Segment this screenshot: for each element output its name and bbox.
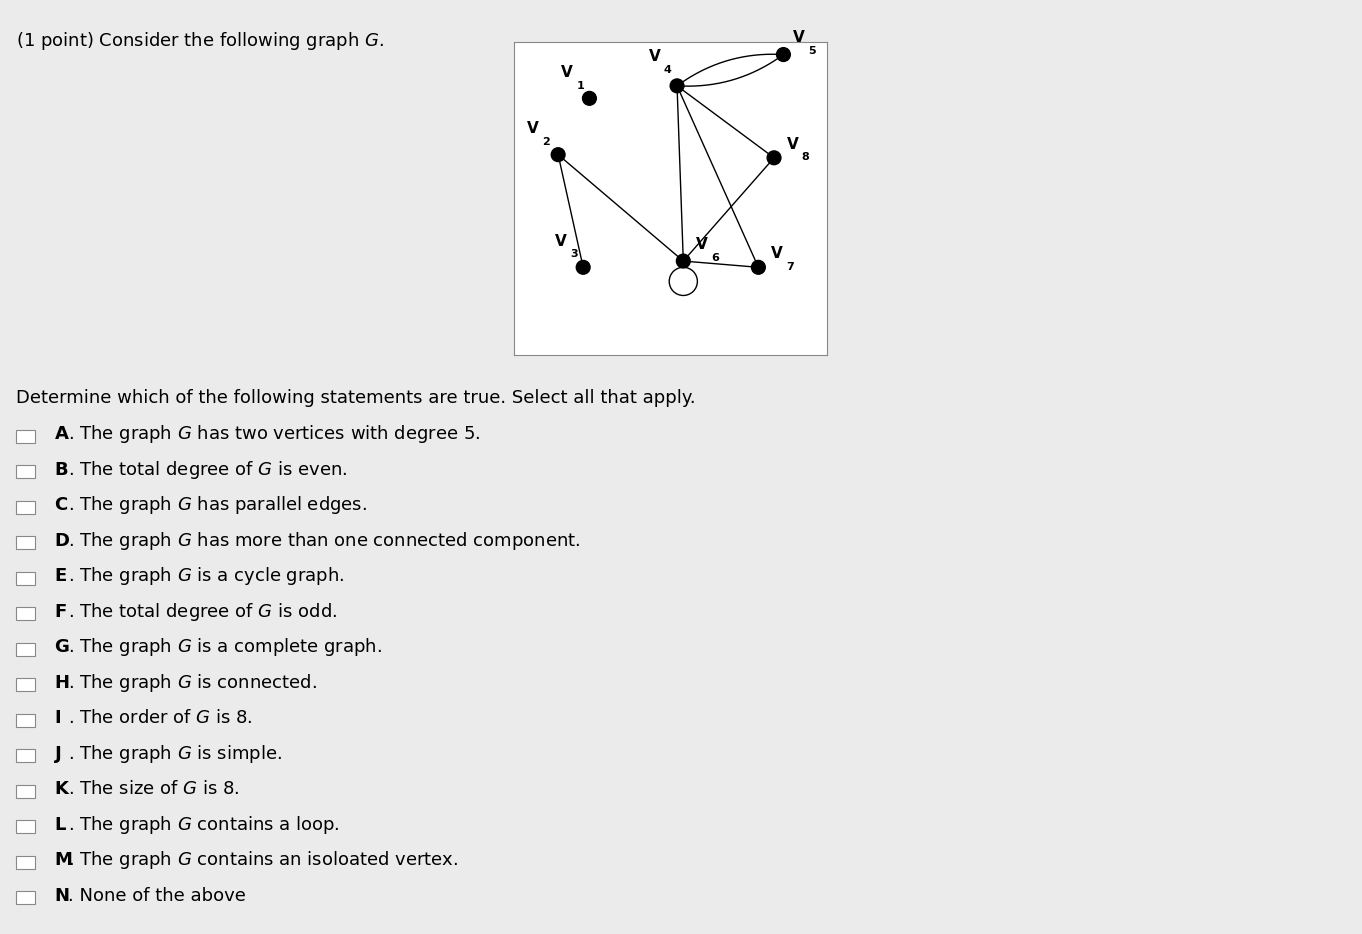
Text: 6: 6 [711,252,719,262]
Text: . The total degree of $\mathit{G}$ is odd.: . The total degree of $\mathit{G}$ is od… [68,601,338,623]
Text: . The size of $\mathit{G}$ is 8.: . The size of $\mathit{G}$ is 8. [68,780,240,799]
Text: B: B [54,460,68,479]
Text: 4: 4 [663,64,671,75]
Circle shape [576,261,590,275]
Text: . The graph $\mathit{G}$ contains an isoloated vertex.: . The graph $\mathit{G}$ contains an iso… [68,849,458,871]
Text: J: J [54,744,61,763]
Text: A: A [54,425,68,444]
Text: C: C [54,496,68,515]
Text: . The total degree of $\mathit{G}$ is even.: . The total degree of $\mathit{G}$ is ev… [68,459,347,481]
Text: V: V [786,136,798,151]
Text: . The order of $\mathit{G}$ is 8.: . The order of $\mathit{G}$ is 8. [68,709,253,728]
Text: 1: 1 [576,80,584,91]
Text: F: F [54,602,67,621]
Text: L: L [54,815,65,834]
Text: E: E [54,567,67,586]
Text: . The graph $\mathit{G}$ is simple.: . The graph $\mathit{G}$ is simple. [68,743,282,765]
Text: . The graph $\mathit{G}$ contains a loop.: . The graph $\mathit{G}$ contains a loop… [68,814,339,836]
Text: K: K [54,780,68,799]
Text: . The graph $\mathit{G}$ is a complete graph.: . The graph $\mathit{G}$ is a complete g… [68,636,381,658]
Text: V: V [648,49,661,64]
Text: . The graph $\mathit{G}$ is a cycle graph.: . The graph $\mathit{G}$ is a cycle grap… [68,565,345,587]
Text: I: I [54,709,61,728]
Text: 3: 3 [571,249,577,260]
Text: 7: 7 [786,262,794,272]
Text: V: V [771,246,783,261]
Text: . The graph $\mathit{G}$ has more than one connected component.: . The graph $\mathit{G}$ has more than o… [68,530,580,552]
Circle shape [677,254,691,268]
Circle shape [583,92,597,106]
Text: V: V [556,234,567,248]
Circle shape [670,79,684,92]
Text: (1 point) Consider the following graph $\mathit{G}$.: (1 point) Consider the following graph $… [16,30,384,52]
Text: V: V [527,120,538,135]
Text: H: H [54,673,69,692]
Text: Determine which of the following statements are true. Select all that apply.: Determine which of the following stateme… [16,389,696,407]
Circle shape [752,261,765,275]
Text: V: V [561,64,573,79]
Circle shape [552,148,565,162]
Text: V: V [793,30,805,45]
Text: M: M [54,851,72,870]
Circle shape [767,151,780,164]
Text: . None of the above: . None of the above [68,886,247,905]
Text: N: N [54,886,69,905]
Text: . The graph $\mathit{G}$ is connected.: . The graph $\mathit{G}$ is connected. [68,672,317,694]
Text: . The graph $\mathit{G}$ has two vertices with degree 5.: . The graph $\mathit{G}$ has two vertice… [68,423,481,446]
Text: D: D [54,531,69,550]
Text: G: G [54,638,69,657]
Circle shape [776,48,790,62]
Text: V: V [696,236,708,251]
Text: . The graph $\mathit{G}$ has parallel edges.: . The graph $\mathit{G}$ has parallel ed… [68,494,368,517]
Text: 8: 8 [802,152,809,163]
Text: 2: 2 [542,137,550,147]
Text: 5: 5 [808,46,816,56]
